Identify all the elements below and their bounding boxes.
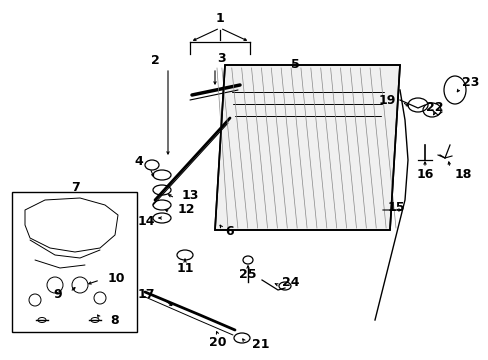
Text: 13: 13 — [182, 189, 199, 202]
Text: 24: 24 — [282, 275, 299, 288]
Text: 16: 16 — [415, 168, 433, 181]
Text: 19: 19 — [378, 94, 395, 107]
Text: 9: 9 — [53, 288, 62, 301]
Text: 4: 4 — [134, 156, 142, 168]
Text: 21: 21 — [251, 338, 269, 351]
Text: 7: 7 — [70, 181, 79, 194]
Text: 20: 20 — [209, 336, 226, 348]
Polygon shape — [215, 65, 399, 230]
Text: 8: 8 — [110, 314, 119, 327]
Text: 5: 5 — [290, 58, 299, 72]
Text: 12: 12 — [178, 203, 195, 216]
Text: 2: 2 — [150, 54, 159, 67]
Text: 1: 1 — [215, 12, 224, 24]
Text: 18: 18 — [454, 168, 471, 181]
Text: 25: 25 — [239, 269, 256, 282]
Text: 3: 3 — [217, 51, 226, 64]
Text: 10: 10 — [108, 271, 125, 284]
Text: 15: 15 — [387, 202, 405, 215]
Bar — [12, 192, 137, 332]
Text: 14: 14 — [137, 216, 155, 229]
Text: 6: 6 — [225, 225, 234, 238]
Text: 23: 23 — [461, 76, 478, 89]
Text: 22: 22 — [426, 102, 443, 114]
Text: 11: 11 — [176, 261, 193, 274]
Text: 17: 17 — [137, 288, 155, 301]
